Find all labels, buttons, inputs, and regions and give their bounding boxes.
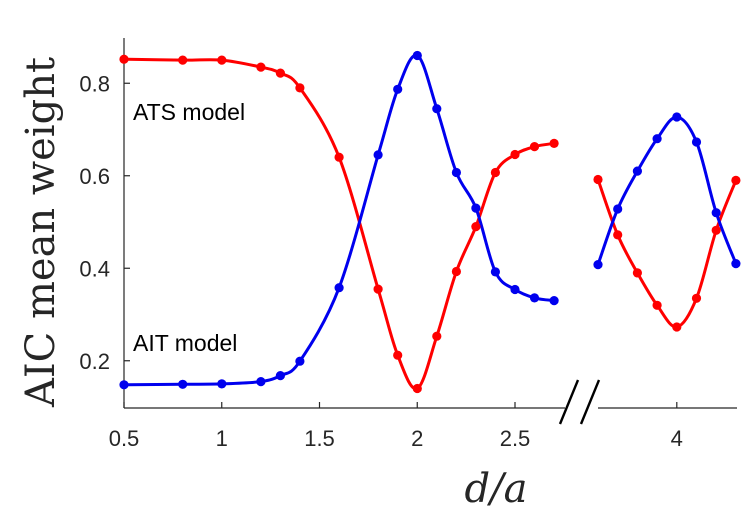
- data-point: [549, 138, 559, 148]
- data-point: [652, 134, 662, 144]
- x-tick-label: 4: [671, 426, 683, 451]
- data-point: [178, 379, 188, 389]
- data-point: [412, 50, 422, 61]
- data-point: [334, 283, 344, 293]
- y-tick-label: 0.8: [79, 71, 110, 96]
- data-point: [613, 230, 623, 240]
- data-point: [217, 379, 227, 389]
- data-point: [217, 55, 227, 65]
- data-point: [510, 149, 520, 160]
- data-point: [672, 322, 682, 332]
- data-point: [593, 260, 603, 270]
- data-point: [731, 175, 741, 185]
- x-tick-label: 0.5: [109, 426, 140, 451]
- series-line: [596, 178, 738, 329]
- data-point: [334, 152, 344, 162]
- data-point: [295, 83, 305, 93]
- tick-labels: 0.2 0.4 0.6 0.8 0.5 1 1.5 2 2.5 4: [79, 71, 683, 451]
- data-point: [529, 142, 540, 152]
- annotation-ats-model: ATS model: [133, 99, 245, 125]
- data-point: [632, 166, 643, 176]
- data-point: [295, 356, 305, 366]
- series-markers: [119, 50, 741, 394]
- data-point: [256, 62, 266, 72]
- series-line: [123, 57, 555, 391]
- data-point: [731, 259, 741, 269]
- data-point: [275, 68, 285, 78]
- data-point: [652, 300, 662, 310]
- annotation-ait-model: AIT model: [133, 330, 237, 356]
- data-point: [711, 225, 721, 235]
- data-point: [711, 208, 721, 218]
- data-point: [632, 268, 643, 278]
- data-point: [178, 55, 188, 65]
- data-point: [119, 380, 129, 390]
- data-point: [471, 203, 481, 213]
- data-point: [691, 293, 702, 303]
- data-point: [510, 284, 520, 295]
- data-point: [432, 104, 442, 114]
- y-tick-label: 0.4: [79, 256, 110, 281]
- axis-break-mark: [579, 379, 601, 425]
- data-point: [451, 167, 461, 178]
- data-point: [432, 331, 442, 341]
- x-axis-label: d/a: [465, 466, 528, 512]
- axes: [123, 38, 737, 425]
- data-point: [412, 383, 422, 394]
- y-axis-label: AIC mean weight: [18, 57, 64, 408]
- axis-break-mark: [558, 379, 580, 425]
- data-point: [275, 371, 285, 381]
- data-point: [613, 204, 623, 214]
- data-point: [490, 167, 500, 178]
- data-point: [373, 150, 383, 160]
- y-tick-label: 0.2: [79, 349, 110, 374]
- data-point: [672, 112, 682, 122]
- data-point: [691, 137, 702, 147]
- data-point: [393, 84, 403, 94]
- data-point: [529, 293, 540, 303]
- data-point: [471, 222, 481, 232]
- data-point: [490, 267, 500, 277]
- series-line: [596, 115, 738, 266]
- x-tick-label: 1.5: [304, 426, 335, 451]
- data-point: [451, 266, 461, 277]
- x-tick-label: 2: [411, 426, 423, 451]
- data-point: [393, 350, 403, 360]
- data-point: [256, 377, 266, 387]
- data-point: [549, 296, 559, 306]
- x-tick-label: 1: [216, 426, 228, 451]
- y-tick-label: 0.6: [79, 164, 110, 189]
- data-point: [119, 54, 129, 64]
- data-point: [373, 284, 383, 294]
- x-tick-label: 2.5: [500, 426, 531, 451]
- data-point: [593, 174, 603, 185]
